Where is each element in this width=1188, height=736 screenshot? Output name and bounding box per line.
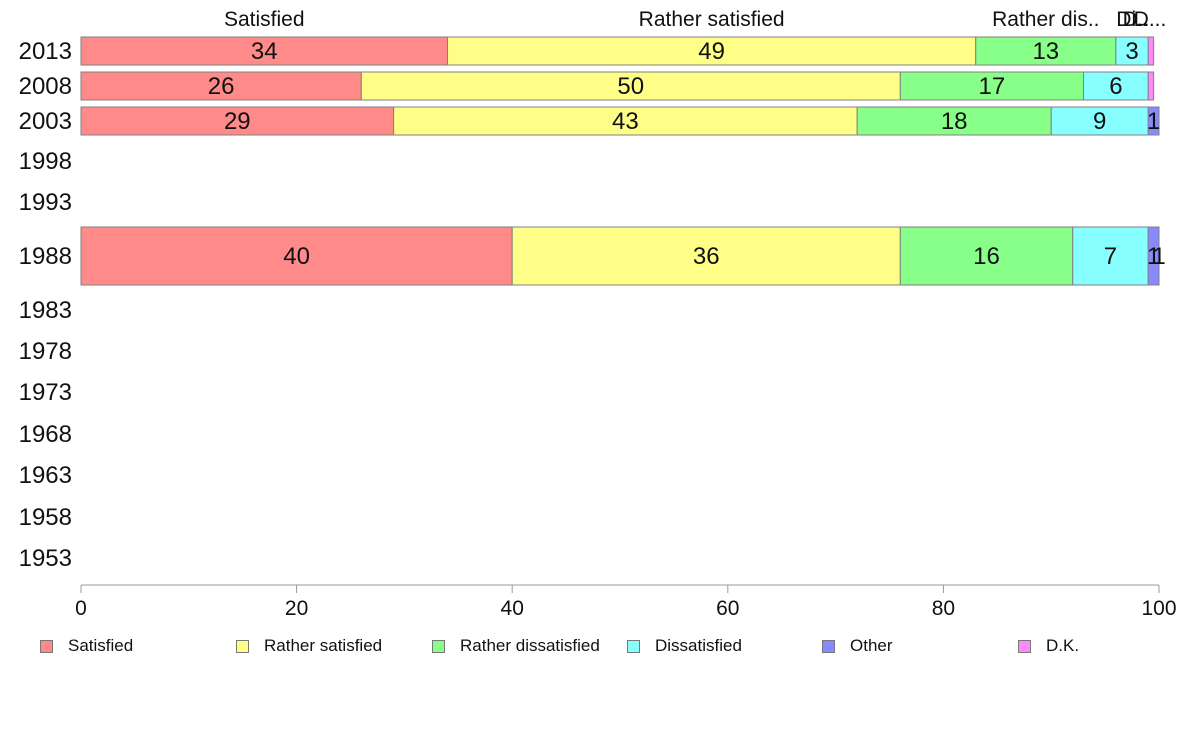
- bar-2008-1: [360, 71, 901, 101]
- data-label-2013-0: 34: [251, 38, 278, 65]
- category-label-1963: 1963: [19, 462, 72, 489]
- x-tick-label-80: 80: [932, 597, 955, 620]
- top-label-5: D...: [1134, 8, 1167, 31]
- legend-swatch: [1018, 639, 1031, 653]
- legend-label: Dissatisfied: [655, 636, 742, 655]
- category-label-1968: 1968: [19, 421, 72, 448]
- top-label-3: Di..: [1116, 8, 1148, 31]
- data-label-2003-2: 18: [941, 108, 968, 135]
- bar-2003-1: [393, 106, 858, 136]
- legend-item-3: Dissatisfied: [627, 636, 742, 656]
- legend-item-5: D.K.: [1018, 636, 1079, 656]
- top-label-1: Rather satisfied: [639, 8, 785, 31]
- category-label-1998: 1998: [19, 148, 72, 175]
- data-label-2003-0: 29: [224, 108, 251, 135]
- bar-1988-2: [899, 226, 1074, 286]
- top-label-4: D..: [1123, 8, 1150, 31]
- category-label-1983: 1983: [19, 297, 72, 324]
- data-label-2008-2: 17: [979, 73, 1006, 100]
- legend: Satisfied Rather satisfied Rather dissatis…: [0, 636, 1188, 666]
- legend-item-4: Other: [822, 636, 893, 656]
- legend-swatch: [627, 639, 640, 653]
- bar-1988-1: [511, 226, 901, 286]
- legend-swatch: [40, 639, 53, 653]
- x-tick-label-20: 20: [285, 597, 308, 620]
- legend-label: D.K.: [1046, 636, 1080, 655]
- bar-2008-3: [1083, 71, 1149, 101]
- category-label-2003: 2003: [19, 108, 72, 135]
- data-label-2003-3: 9: [1093, 108, 1106, 135]
- category-label-2013: 2013: [19, 38, 72, 65]
- x-tick-label-60: 60: [716, 597, 739, 620]
- legend-label: Rather satisfied: [264, 636, 383, 655]
- bar-2013-5: [1147, 36, 1155, 66]
- bar-2013-2: [975, 36, 1117, 66]
- legend-item-2: Rather dissatisfied: [432, 636, 600, 656]
- legend-item-0: Satisfied: [40, 636, 133, 656]
- data-label-2013-1: 49: [698, 38, 725, 65]
- data-label-1988-3: 7: [1104, 243, 1117, 270]
- category-label-1953: 1953: [19, 545, 72, 572]
- data-label-2013-2: 13: [1032, 38, 1059, 65]
- x-tick-label-40: 40: [501, 597, 524, 620]
- category-label-1988: 1988: [19, 243, 72, 270]
- bar-2008-5: [1147, 71, 1155, 101]
- bar-1988-4: [1147, 226, 1160, 286]
- data-label-2003-1: 43: [612, 108, 639, 135]
- legend-swatch: [822, 639, 835, 653]
- data-label-1988-2: 16: [973, 243, 1000, 270]
- bar-2008-2: [899, 71, 1085, 101]
- x-tick-label-0: 0: [75, 597, 87, 620]
- x-tick-label-100: 100: [1141, 597, 1176, 620]
- data-label-2008-0: 26: [208, 73, 235, 100]
- data-label-2008-1: 50: [617, 73, 644, 100]
- bar-1988-0: [80, 226, 513, 286]
- legend-item-1: Rather satisfied: [236, 636, 382, 656]
- bar-2003-3: [1050, 106, 1149, 136]
- legend-label: Satisfied: [68, 636, 134, 655]
- legend-label: Rather dissatisfied: [460, 636, 600, 655]
- category-label-1973: 1973: [19, 379, 72, 406]
- bar-2003-0: [80, 106, 395, 136]
- legend-label: Other: [850, 636, 893, 655]
- category-label-2008: 2008: [19, 73, 72, 100]
- data-label-1988-5: 1: [1152, 243, 1165, 270]
- data-label-1988-0: 40: [283, 243, 310, 270]
- top-label-0: Satisfied: [224, 8, 305, 31]
- bar-2013-0: [80, 36, 449, 66]
- data-label-2013-3: 3: [1125, 38, 1138, 65]
- category-label-1978: 1978: [19, 338, 72, 365]
- data-label-1988-1: 36: [693, 243, 720, 270]
- top-label-2: Rather dis..: [992, 8, 1099, 31]
- category-label-1993: 1993: [19, 189, 72, 216]
- legend-swatch: [236, 639, 249, 653]
- data-label-2008-3: 6: [1109, 73, 1122, 100]
- bar-2008-0: [80, 71, 362, 101]
- bar-2003-4: [1147, 106, 1160, 136]
- legend-swatch: [432, 639, 445, 653]
- data-label-2003-4: 1: [1147, 108, 1160, 135]
- data-label-1988-4: 1: [1147, 243, 1160, 270]
- bar-2013-1: [447, 36, 977, 66]
- category-label-1958: 1958: [19, 504, 72, 531]
